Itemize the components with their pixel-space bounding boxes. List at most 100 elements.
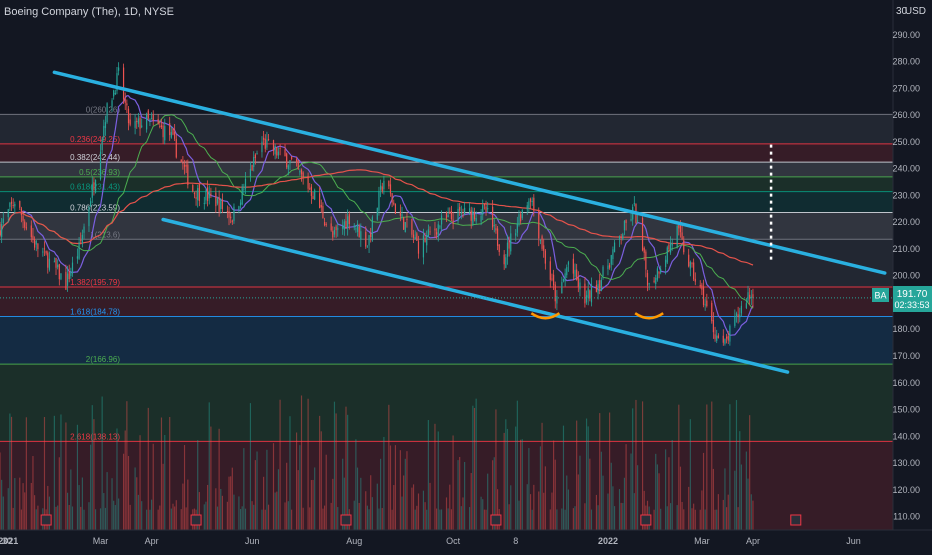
volume-bar xyxy=(704,509,706,530)
volume-bar xyxy=(457,460,459,530)
volume-bar xyxy=(503,432,505,530)
volume-bar xyxy=(276,491,278,530)
candle-body xyxy=(699,285,701,287)
candle-body xyxy=(134,121,136,128)
volume-bar xyxy=(749,415,751,530)
volume-bar xyxy=(12,507,14,530)
volume-bar xyxy=(302,507,304,530)
candle-body xyxy=(394,204,397,214)
price-tick-label: 130.00 xyxy=(892,458,920,468)
volume-bar xyxy=(676,505,678,530)
candle-body xyxy=(539,240,542,242)
volume-bar xyxy=(228,476,230,530)
candle-body xyxy=(162,125,164,138)
candle-body xyxy=(254,154,256,158)
volume-bar xyxy=(427,420,429,530)
fibonacci-retracement[interactable]: 0(260.26) 0.236(249.25) 0.382(242.44) 0.5(2… xyxy=(0,105,893,530)
candle-body xyxy=(406,218,408,221)
candle-body xyxy=(159,126,161,128)
volume-bar xyxy=(279,399,281,530)
fib-label: 2(166.96) xyxy=(86,355,121,364)
fib-label: 1(213.6) xyxy=(90,230,120,239)
candle-body xyxy=(93,182,95,190)
volume-bar xyxy=(618,489,621,530)
annotations[interactable] xyxy=(0,144,893,526)
candle-body xyxy=(544,250,546,264)
volume-bar xyxy=(149,509,151,530)
volume-bar xyxy=(747,478,749,530)
candle-body xyxy=(533,197,535,211)
candle-body xyxy=(210,193,212,196)
volume-bar xyxy=(169,416,171,530)
volume-bar xyxy=(658,473,660,530)
volume-bar xyxy=(493,457,495,530)
fib-band xyxy=(0,176,893,192)
candle-body xyxy=(251,165,253,171)
candle-body xyxy=(192,185,194,192)
candle-body xyxy=(496,228,499,246)
candle-body xyxy=(164,126,166,141)
volume-bar xyxy=(612,486,614,530)
candle-body xyxy=(116,73,118,91)
volume-bar xyxy=(538,491,540,530)
price-tick-label: 240.00 xyxy=(892,164,920,174)
candle-body xyxy=(412,234,415,238)
volume-bar xyxy=(320,431,322,530)
volume-bar xyxy=(600,451,602,530)
currency-label[interactable]: USD xyxy=(904,6,926,17)
volume-bar xyxy=(162,463,164,530)
candle-body xyxy=(60,273,62,280)
price-axis[interactable]: 290.00 280.00 270.00 260.00 250.00 240.00 230.… xyxy=(892,0,932,550)
volume-bar xyxy=(549,509,551,530)
candle-body xyxy=(434,228,436,231)
candle-body xyxy=(370,233,372,238)
candle-body xyxy=(683,240,685,253)
volume-bar xyxy=(602,475,604,530)
volume-bar xyxy=(126,401,128,530)
fib-label: 1.618(184.78) xyxy=(70,307,120,316)
candle-body xyxy=(291,156,293,159)
candle-body xyxy=(198,184,200,201)
volume-bar xyxy=(99,508,102,530)
candle-body xyxy=(671,243,673,246)
candle-body xyxy=(643,247,645,253)
fib-band xyxy=(0,441,893,530)
volume-bar xyxy=(412,484,415,530)
volume-bar xyxy=(134,467,136,530)
candle-body xyxy=(208,191,210,199)
candle-body xyxy=(416,233,418,241)
price-axis-bg xyxy=(893,0,932,550)
candle-body xyxy=(233,206,235,222)
volume-bar xyxy=(653,509,655,530)
volume-histogram xyxy=(0,395,754,530)
volume-bar xyxy=(65,422,67,530)
candle-body xyxy=(256,153,258,155)
ma-mid-line xyxy=(0,114,754,309)
trend-channel[interactable] xyxy=(52,70,887,374)
volume-bar xyxy=(487,473,489,530)
candle-body xyxy=(53,261,55,263)
candle-body xyxy=(676,225,678,248)
candle-body xyxy=(104,122,107,129)
price-tick-label: 230.00 xyxy=(892,190,920,200)
volume-bar xyxy=(1,479,3,530)
volume-bar xyxy=(411,487,413,530)
badge-price-box xyxy=(893,286,932,312)
volume-bar xyxy=(137,494,139,530)
candle-body xyxy=(562,278,565,282)
fib-label: 0(260.26) xyxy=(86,105,121,114)
candle-body xyxy=(554,284,556,302)
volume-bar xyxy=(515,426,517,530)
candle-body xyxy=(353,225,355,228)
volume-bar xyxy=(531,509,533,530)
candle-body xyxy=(137,118,139,124)
candlestick-series[interactable] xyxy=(0,62,754,346)
volume-bar xyxy=(210,426,212,530)
candle-body xyxy=(414,237,416,240)
volume-bar xyxy=(25,417,27,530)
candle-body xyxy=(379,185,382,190)
fib-label: 0.5(236.93) xyxy=(79,168,120,177)
